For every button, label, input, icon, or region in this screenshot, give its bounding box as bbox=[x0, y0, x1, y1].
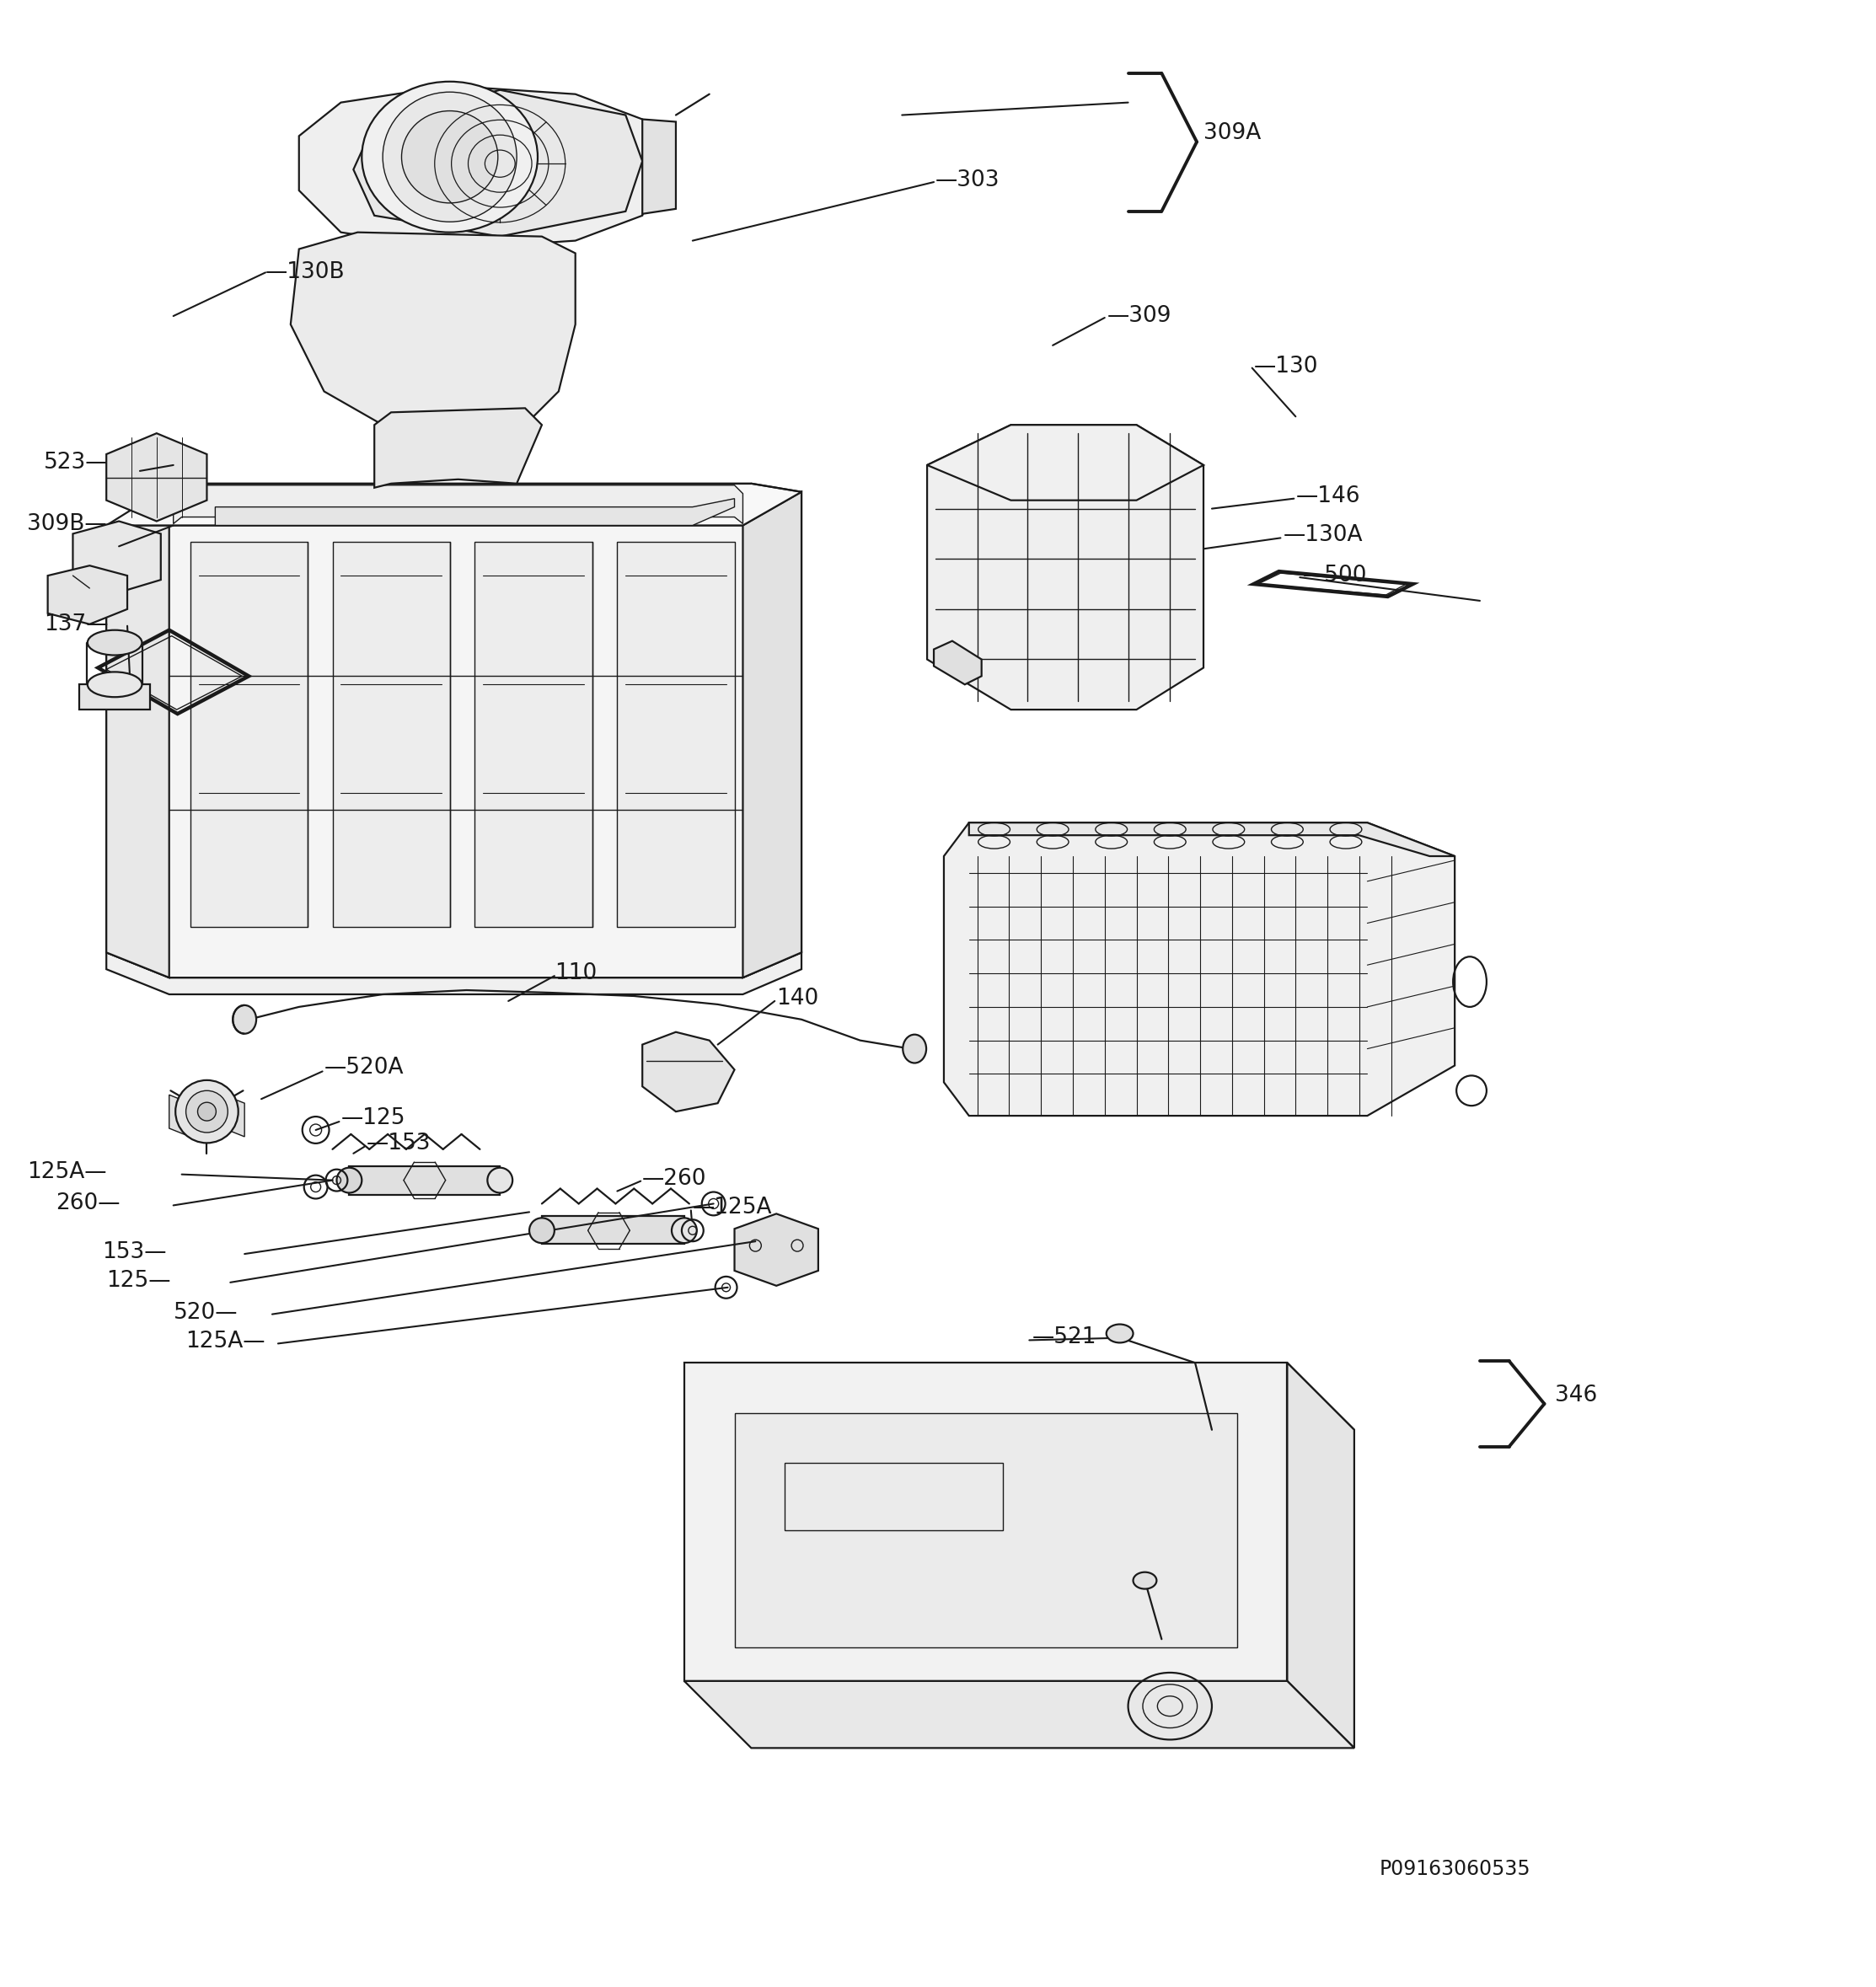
Text: —130: —130 bbox=[1253, 356, 1319, 378]
Text: —500: —500 bbox=[1302, 564, 1368, 586]
Text: 125A—: 125A— bbox=[186, 1331, 266, 1353]
Ellipse shape bbox=[529, 1218, 555, 1244]
Text: 346: 346 bbox=[1555, 1385, 1598, 1407]
Ellipse shape bbox=[488, 1168, 512, 1192]
Ellipse shape bbox=[902, 1035, 927, 1063]
Text: 110: 110 bbox=[555, 962, 597, 984]
Polygon shape bbox=[107, 952, 801, 994]
Ellipse shape bbox=[336, 1168, 362, 1192]
Polygon shape bbox=[73, 521, 161, 592]
Ellipse shape bbox=[233, 1005, 257, 1033]
Polygon shape bbox=[685, 1681, 1354, 1749]
Text: 520—: 520— bbox=[173, 1301, 238, 1323]
Ellipse shape bbox=[401, 111, 497, 203]
Ellipse shape bbox=[383, 91, 516, 223]
Text: —125A: —125A bbox=[692, 1196, 773, 1218]
Polygon shape bbox=[927, 425, 1204, 709]
Polygon shape bbox=[291, 232, 576, 433]
Text: —521: —521 bbox=[1032, 1327, 1096, 1349]
Polygon shape bbox=[542, 1216, 685, 1244]
Polygon shape bbox=[927, 425, 1204, 501]
Polygon shape bbox=[79, 684, 150, 709]
Polygon shape bbox=[107, 433, 206, 521]
Polygon shape bbox=[216, 499, 735, 525]
Ellipse shape bbox=[1133, 1572, 1157, 1590]
Polygon shape bbox=[970, 823, 1454, 856]
Ellipse shape bbox=[362, 81, 538, 232]
Polygon shape bbox=[617, 542, 735, 928]
Polygon shape bbox=[685, 1363, 1354, 1431]
Ellipse shape bbox=[88, 630, 143, 656]
Text: —130A: —130A bbox=[1283, 525, 1362, 546]
Polygon shape bbox=[642, 1031, 735, 1111]
Polygon shape bbox=[107, 483, 801, 525]
Polygon shape bbox=[944, 823, 1454, 1117]
Text: 260—: 260— bbox=[56, 1192, 120, 1214]
Polygon shape bbox=[475, 542, 593, 928]
Text: 125—: 125— bbox=[107, 1270, 171, 1292]
Ellipse shape bbox=[186, 1091, 227, 1133]
Polygon shape bbox=[189, 542, 308, 928]
Polygon shape bbox=[353, 89, 642, 236]
Polygon shape bbox=[47, 566, 128, 624]
Polygon shape bbox=[934, 642, 981, 684]
Text: —130B: —130B bbox=[266, 262, 345, 284]
Text: 523—: 523— bbox=[43, 451, 109, 473]
Polygon shape bbox=[375, 407, 542, 487]
Polygon shape bbox=[107, 493, 801, 978]
Text: 153—: 153— bbox=[101, 1242, 167, 1264]
Text: —520A: —520A bbox=[325, 1057, 403, 1079]
Text: —309: —309 bbox=[1107, 306, 1172, 328]
Text: 137—: 137— bbox=[43, 614, 109, 636]
Polygon shape bbox=[735, 1214, 818, 1286]
Polygon shape bbox=[1287, 1363, 1354, 1749]
Text: —153: —153 bbox=[366, 1133, 430, 1154]
Polygon shape bbox=[735, 1413, 1236, 1647]
Polygon shape bbox=[349, 1166, 501, 1196]
Text: —125: —125 bbox=[341, 1107, 405, 1129]
Polygon shape bbox=[169, 1095, 189, 1137]
Ellipse shape bbox=[88, 672, 143, 697]
Ellipse shape bbox=[176, 1081, 238, 1143]
Text: 309A: 309A bbox=[1204, 123, 1261, 145]
Text: 125A—: 125A— bbox=[26, 1160, 107, 1182]
Polygon shape bbox=[173, 485, 743, 525]
Ellipse shape bbox=[197, 1103, 216, 1121]
Polygon shape bbox=[107, 525, 169, 978]
Polygon shape bbox=[642, 119, 675, 215]
Ellipse shape bbox=[1107, 1323, 1133, 1343]
Text: 140: 140 bbox=[777, 988, 818, 1009]
Text: P09163060535: P09163060535 bbox=[1379, 1860, 1531, 1880]
Text: —303: —303 bbox=[936, 169, 1000, 191]
Polygon shape bbox=[332, 542, 450, 928]
Polygon shape bbox=[223, 1095, 244, 1137]
Text: 309B—: 309B— bbox=[26, 513, 107, 535]
Ellipse shape bbox=[672, 1218, 696, 1244]
Text: —146: —146 bbox=[1296, 485, 1360, 507]
Polygon shape bbox=[298, 85, 658, 248]
Polygon shape bbox=[743, 493, 801, 978]
Polygon shape bbox=[685, 1363, 1287, 1681]
Text: —260: —260 bbox=[642, 1168, 707, 1190]
